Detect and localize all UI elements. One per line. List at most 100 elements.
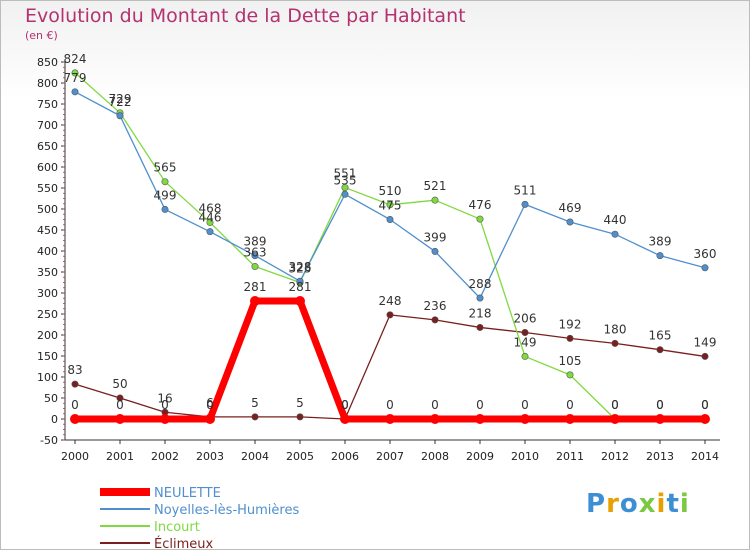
data-label: 0 [341,398,349,412]
data-label: 0 [161,398,169,412]
x-tick-label: 2004 [241,450,269,463]
data-point [476,323,484,331]
data-point [296,277,304,285]
data-label: 281 [244,280,267,294]
data-label: 0 [611,398,619,412]
data-point [251,252,259,260]
data-label: 0 [341,398,349,412]
data-label: 722 [109,95,132,109]
data-label: 50 [112,377,127,391]
data-label: 521 [424,179,447,193]
y-tick-label: 150 [37,350,58,363]
data-point [476,294,484,302]
data-point [71,88,79,96]
data-label: 328 [289,260,312,274]
data-label: 440 [604,213,627,227]
data-label: 0 [71,398,79,412]
data-point [385,414,395,424]
data-point [116,394,124,402]
x-tick-label: 2002 [151,450,179,463]
data-label: 0 [386,398,394,412]
logo-letter: r [606,489,620,519]
data-point [206,218,214,226]
data-point [386,201,394,209]
data-label: 0 [476,398,484,412]
data-point [206,228,214,236]
data-point [340,414,350,424]
data-label: 551 [334,167,357,181]
data-label: 499 [154,188,177,202]
data-label: 0 [116,398,124,412]
data-point [611,339,619,347]
data-label: 206 [514,311,537,325]
data-point [476,215,484,223]
y-tick-label: 450 [37,224,58,237]
data-label: 281 [289,280,312,294]
y-tick-label: 200 [37,329,58,342]
data-point [295,295,305,306]
data-point [205,414,215,424]
data-label: 0 [656,398,664,412]
data-label: 0 [521,398,529,412]
legend-entry: Noyelles-lès-Humières [154,503,299,518]
x-tick-label: 2014 [691,450,719,463]
data-label: 0 [611,398,619,412]
x-tick-label: 2013 [646,450,674,463]
x-tick-label: 2010 [511,450,539,463]
data-label: 475 [379,199,402,213]
data-point [341,184,349,192]
x-tick-label: 2008 [421,450,449,463]
data-point [521,200,529,208]
y-tick-label: 250 [37,308,58,321]
data-label: 149 [694,335,717,349]
y-tick-label: 800 [37,77,58,90]
data-point [475,414,485,424]
data-label: 535 [334,173,357,187]
data-label: 105 [559,354,582,368]
legend-entry: Éclimeux [154,536,213,550]
data-point [431,316,439,324]
data-point [701,264,709,272]
data-label: 0 [206,398,214,412]
data-label: 0 [701,398,709,412]
data-label: 0 [566,398,574,412]
data-point [611,230,619,238]
y-tick-label: 850 [37,56,58,69]
logo-letter: x [638,489,657,519]
data-label: 469 [559,201,582,215]
data-point [700,414,710,424]
data-label: 779 [64,71,87,85]
data-label: 363 [244,246,267,260]
data-point [430,414,440,424]
data-point [115,414,125,424]
logo-letter: P [586,489,607,519]
y-tick-label: 0 [51,413,58,426]
data-label: 192 [559,317,582,331]
x-tick-label: 2011 [556,450,584,463]
data-label: 510 [379,184,402,198]
data-label: 325 [289,262,312,276]
data-label: 729 [109,92,132,106]
y-tick-label: 100 [37,371,58,384]
data-label: 511 [514,183,537,197]
data-point [656,252,664,260]
y-tick-label: 650 [37,140,58,153]
chart-subtitle: (en €) [25,29,58,42]
data-point [71,69,79,77]
x-tick-label: 2001 [106,450,134,463]
data-label: 5 [251,396,259,410]
y-tick-label: 750 [37,98,58,111]
data-label: 16 [157,391,172,405]
x-tick-label: 2006 [331,450,359,463]
data-label: 83 [67,363,82,377]
data-label: 288 [469,277,492,291]
data-label: 248 [379,294,402,308]
data-label: 0 [431,398,439,412]
data-label: 236 [424,299,447,313]
data-point [386,311,394,319]
data-label: 399 [424,230,447,244]
data-point [521,352,529,360]
